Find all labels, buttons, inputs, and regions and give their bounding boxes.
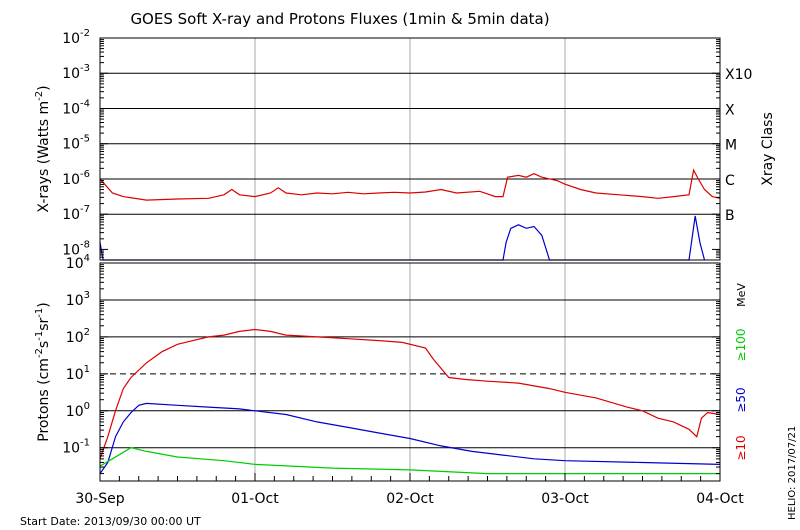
y-tick-label: 104: [66, 253, 90, 272]
xray-class-title: Xray Class: [760, 112, 776, 186]
protons-series-2: [99, 447, 720, 475]
y-tick-label: 10-1: [62, 438, 90, 457]
xray-class-label: X: [725, 102, 735, 118]
y-tick-label: 102: [66, 327, 90, 346]
xray-class-label: M: [725, 138, 737, 154]
x-tick-label: 02-Oct: [386, 491, 434, 507]
energy-channel-label: ≥50: [734, 387, 748, 412]
y-tick-label: 10-5: [62, 134, 90, 153]
energy-channel-label: ≥10: [734, 435, 748, 460]
x-tick-label: 30-Sep: [75, 491, 124, 507]
y-tick-label: 100: [66, 401, 90, 420]
y-tick-label: 10-6: [62, 169, 90, 188]
y-tick-label: 103: [66, 290, 90, 309]
x-tick-label: 03-Oct: [541, 491, 589, 507]
start-date-label: Start Date: 2013/09/30 00:00 UT: [20, 515, 201, 528]
y-tick-label: 10-8: [62, 239, 90, 258]
proton-panel: 10-1 100 101 102 103 104 Protons (cm-2s-1sr-1)…: [34, 253, 748, 482]
xray-class-label: X10: [725, 67, 752, 83]
y-tick-label: 10-7: [62, 204, 90, 223]
energy-channel-label: ≥100: [734, 329, 748, 362]
energy-unit-label: MeV: [735, 283, 748, 307]
xray-ylabel: X-rays (Watts m-2): [34, 85, 52, 212]
chart-title: GOES Soft X-ray and Protons Fluxes (1min…: [130, 10, 549, 28]
y-tick-label: 10-4: [62, 98, 90, 117]
y-tick-label: 101: [66, 364, 90, 383]
xray-class-label: B: [725, 208, 735, 224]
y-tick-label: 10-3: [62, 63, 90, 82]
protons-series-1: [99, 402, 721, 474]
protons-series-0: [99, 328, 721, 459]
xray-series-0: [99, 168, 721, 201]
x-axis: 30-Sep 01-Oct 02-Oct 03-Oct 04-Oct: [75, 473, 744, 507]
y-tick-label: 10-2: [62, 28, 90, 47]
x-tick-label: 01-Oct: [231, 491, 279, 507]
xray-panel: 10-8 10-7 10-6 10-5 10-4 10-3 10-2 X-rays (Watt…: [34, 28, 776, 261]
xray-class-label: C: [725, 173, 735, 189]
protons-ylabel: Protons (cm-2s-1sr-1): [34, 302, 52, 441]
xray-series-1: [99, 215, 706, 261]
helio-date-label: HELIO: 2017/07/21: [787, 426, 798, 520]
x-tick-label: 04-Oct: [696, 491, 744, 507]
